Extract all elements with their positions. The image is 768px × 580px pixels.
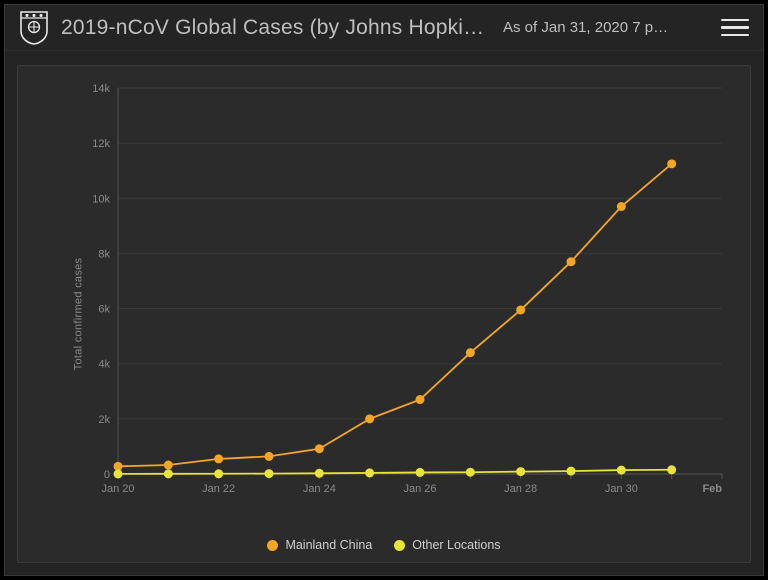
app-frame: 2019-nCoV Global Cases (by Johns Hopkin…… [0, 0, 768, 580]
svg-text:8k: 8k [98, 248, 110, 260]
legend-swatch-icon [394, 540, 405, 551]
svg-text:6k: 6k [98, 304, 110, 316]
svg-text:Jan 26: Jan 26 [403, 483, 436, 495]
menu-icon[interactable] [721, 14, 749, 42]
svg-text:4k: 4k [98, 359, 110, 371]
jhu-shield-icon [19, 11, 49, 45]
legend-label: Mainland China [285, 538, 372, 552]
svg-text:Jan 24: Jan 24 [303, 483, 336, 495]
svg-text:Jan 28: Jan 28 [504, 483, 537, 495]
as-of-date: As of Jan 31, 2020 7 p… [503, 19, 673, 36]
legend-item[interactable]: Mainland China [267, 538, 372, 552]
chart-svg: 0 2k 4k 6k 8k 10k 12k 14k Jan 20 Jan 22 Jan 24 Jan … [86, 84, 726, 496]
legend-label: Other Locations [412, 538, 500, 552]
svg-text:Jan 30: Jan 30 [605, 483, 638, 495]
chart-plot-area[interactable]: 0 2k 4k 6k 8k 10k 12k 14k Jan 20 Jan 22 Jan 24 Jan … [86, 84, 726, 496]
legend-item[interactable]: Other Locations [394, 538, 500, 552]
svg-text:12k: 12k [92, 138, 110, 150]
page-title: 2019-nCoV Global Cases (by Johns Hopkin… [61, 16, 491, 40]
svg-text:Jan 22: Jan 22 [202, 483, 235, 495]
y-axis-label: Total confirmed cases [72, 258, 84, 371]
header-bar: 2019-nCoV Global Cases (by Johns Hopkin…… [5, 5, 763, 51]
svg-text:14k: 14k [92, 84, 110, 95]
svg-text:Jan 20: Jan 20 [101, 483, 134, 495]
svg-text:2k: 2k [98, 414, 110, 426]
app-window: 2019-nCoV Global Cases (by Johns Hopkin…… [4, 4, 764, 576]
legend: Mainland China Other Locations [18, 538, 750, 552]
chart-panel: Total confirmed cases 0 2k 4k 6k 8k 10k 12k 14k… [17, 65, 751, 563]
svg-text:0: 0 [104, 469, 110, 481]
svg-text:Feb: Feb [702, 483, 722, 495]
svg-text:10k: 10k [92, 193, 110, 205]
legend-swatch-icon [267, 540, 278, 551]
